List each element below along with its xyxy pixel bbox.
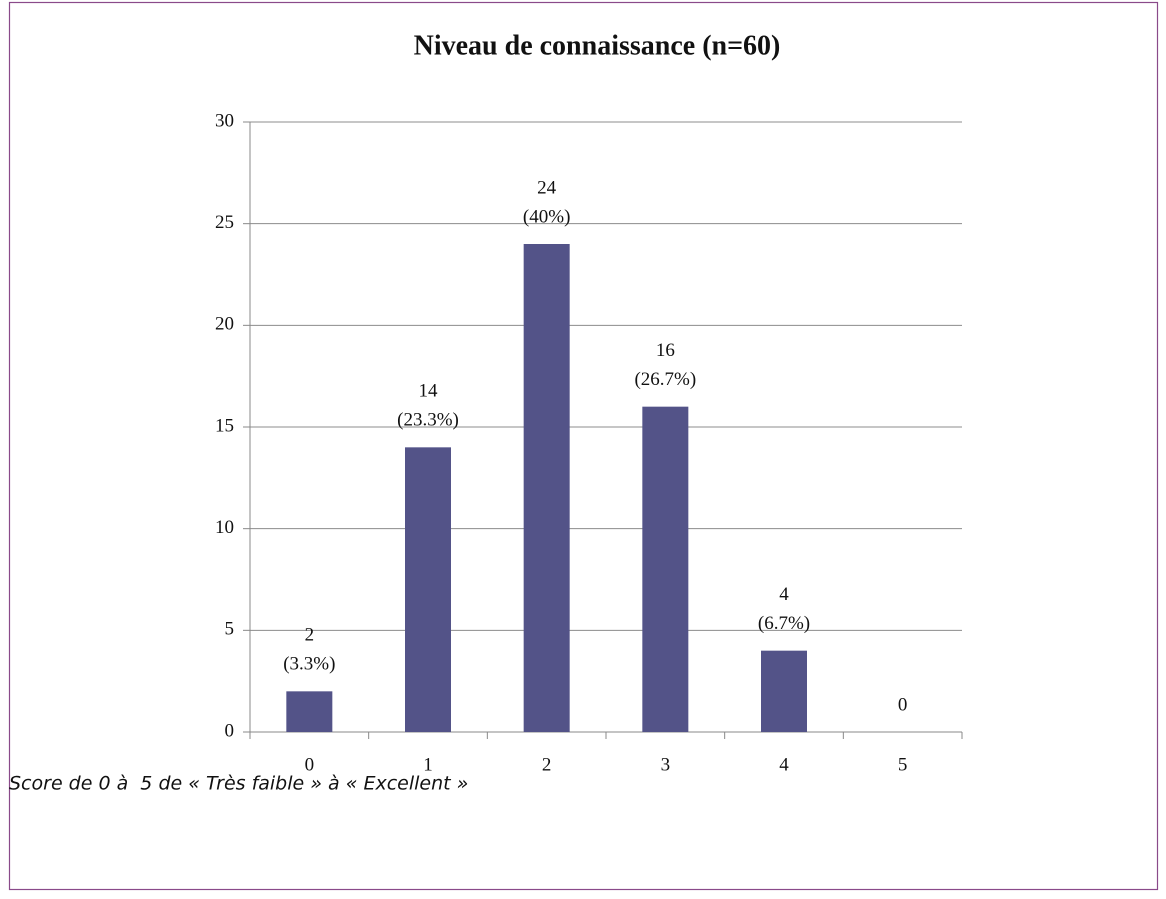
y-tick-label: 10 (215, 517, 234, 538)
bar (286, 691, 333, 732)
bar (405, 447, 451, 732)
data-label: (40%) (523, 206, 570, 227)
x-tick-label: 5 (898, 754, 908, 775)
data-label: 0 (898, 694, 908, 715)
bar (642, 406, 689, 732)
caption: Score de 0 à 5 de « Très faible » à « Ex… (9, 773, 468, 795)
x-tick-label: 0 (305, 754, 315, 775)
y-tick-label: 30 (215, 110, 234, 131)
y-tick-label: 15 (215, 415, 234, 436)
data-label: (3.3%) (283, 654, 335, 675)
x-tick-label: 3 (661, 754, 671, 775)
data-label: 24 (537, 177, 557, 198)
x-tick-label: 4 (779, 754, 789, 775)
y-tick-label: 0 (225, 720, 235, 741)
bar (761, 650, 807, 732)
chart-title: Niveau de connaissance (n=60) (414, 30, 781, 61)
data-label: (23.3%) (397, 410, 459, 431)
data-label: 16 (656, 340, 675, 361)
x-tick-label: 1 (423, 754, 433, 775)
data-label: 4 (779, 584, 789, 605)
data-label: 14 (419, 381, 439, 402)
data-label: 2 (305, 625, 315, 646)
frame (8, 1, 1159, 891)
y-tick-label: 20 (215, 314, 234, 335)
y-tick-label: 5 (225, 619, 235, 640)
data-label: (6.7%) (758, 613, 810, 634)
bar (523, 244, 570, 732)
y-tick-label: 25 (215, 212, 234, 233)
x-tick-label: 2 (542, 754, 552, 775)
data-label: (26.7%) (634, 369, 696, 390)
